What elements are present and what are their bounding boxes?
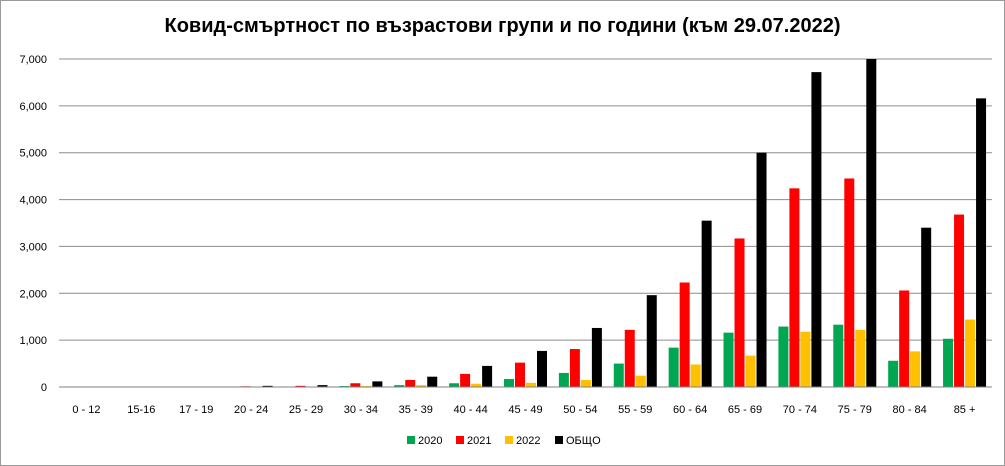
bar [679,282,690,387]
x-tick-label: 20 - 24 [234,404,268,416]
bar [756,152,767,387]
bar [613,363,624,387]
y-tick-label: 2,000 [19,288,47,300]
bar [778,326,789,387]
bar [504,379,514,387]
bar [569,349,580,387]
bar [635,375,646,387]
bar [580,379,591,387]
bar [591,327,602,387]
legend-label: 2021 [467,435,491,447]
bar [427,376,438,387]
x-tick-label: 85 + [954,404,976,416]
bar [482,365,493,387]
legend-label: 2020 [418,435,442,447]
bar [449,383,460,387]
x-tick-label: 40 - 44 [453,404,487,416]
y-tick-label: 1,000 [19,335,47,347]
bar [899,290,910,387]
bar [416,385,427,387]
bar [954,214,965,387]
legend-swatch [456,436,464,444]
legend-swatch [505,436,513,444]
y-tick-label: 7,000 [19,54,47,66]
bar [888,360,899,387]
y-tick-label: 5,000 [19,148,47,160]
bar [646,295,657,387]
bar [526,382,536,387]
bar [910,351,921,387]
bar [965,319,976,387]
bar [372,381,383,387]
bar [855,329,866,387]
bar [460,373,471,387]
bar [558,372,569,387]
x-tick-label: 45 - 49 [508,404,542,416]
bar [789,188,800,387]
bar [701,220,712,387]
x-tick-label: 25 - 29 [289,404,323,416]
bar [921,227,932,387]
bar [515,362,525,387]
x-tick-label: 0 - 12 [72,404,100,416]
bar [690,364,701,387]
y-tick-label: 4,000 [19,195,47,207]
bar [262,385,273,387]
y-tick-label: 0 [41,382,47,394]
bar [624,329,635,387]
bar [668,347,679,387]
bar [745,355,756,387]
x-tick-label: 75 - 79 [838,404,872,416]
bar [350,383,361,387]
bar [844,178,855,387]
x-tick-label: 55 - 59 [618,404,652,416]
y-tick-label: 3,000 [19,241,47,253]
x-tick-label: 50 - 54 [563,404,597,416]
legend-swatch [555,436,563,444]
bar [405,379,416,387]
legend-swatch [407,436,415,444]
x-tick-label: 17 - 19 [179,404,213,416]
bar [734,238,745,387]
bar [723,332,734,387]
x-tick-label: 15-16 [127,404,155,416]
bar [295,385,306,387]
bar [976,98,987,388]
y-tick-label: 6,000 [19,101,47,113]
x-tick-label: 80 - 84 [893,404,927,416]
bar [471,383,482,387]
bar [537,350,547,387]
legend-label: 2022 [516,435,540,447]
bar [943,338,954,387]
x-tick-label: 70 - 74 [783,404,817,416]
bar [800,331,811,387]
x-tick-label: 60 - 64 [673,404,707,416]
chart-title: Ковид-смъртност по възрастови групи и по… [164,15,841,37]
x-tick-label: 35 - 39 [399,404,433,416]
bar [394,385,405,387]
bar [866,59,877,387]
bar [317,385,328,387]
x-tick-label: 65 - 69 [728,404,762,416]
bar [811,72,822,388]
legend-label: ОБЩО [566,435,601,447]
bar [833,324,844,387]
x-tick-label: 30 - 34 [344,404,378,416]
